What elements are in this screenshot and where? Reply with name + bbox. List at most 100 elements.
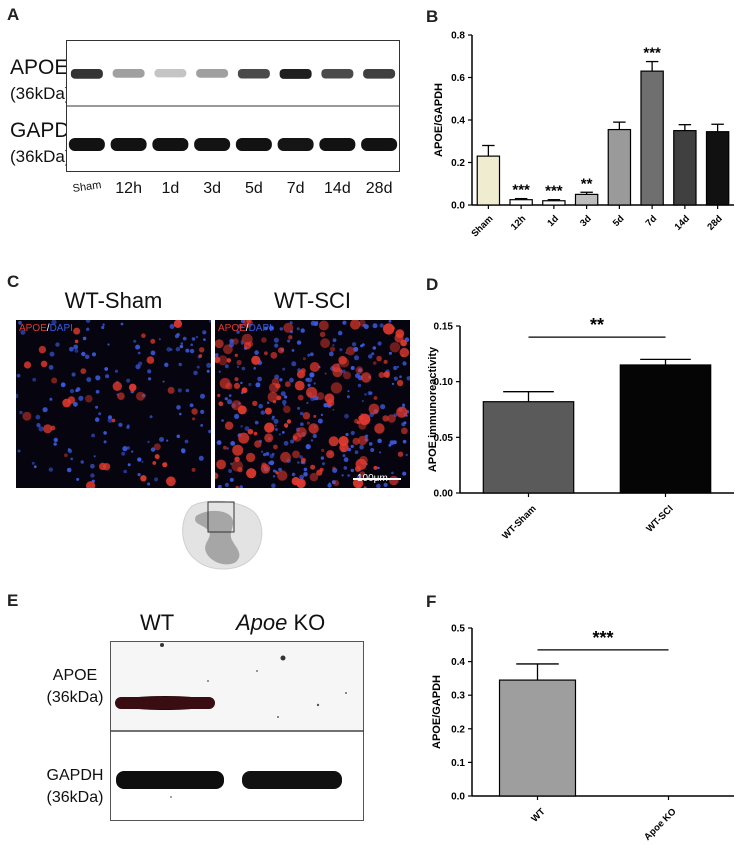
stain-dapi-sham: DAPI	[49, 323, 73, 334]
blot-e-gapdh-name: GAPDH	[46, 767, 104, 784]
y-tick-label: 0.00	[434, 489, 454, 500]
blot-a-gapdh-name: GAPDH	[10, 119, 85, 142]
spinal-cord-schematic-icon	[182, 500, 263, 570]
bar	[705, 131, 730, 206]
blot-e-wt-apoe-band-core	[115, 697, 215, 709]
significance-marker: ***	[592, 628, 613, 648]
y-axis-label: APOE/GAPDH	[433, 83, 445, 157]
blot-e-apoe-weight: (36kDa)	[46, 689, 104, 706]
x-tick-label: 7d	[644, 213, 660, 229]
y-tick-label: 0.8	[451, 31, 465, 42]
y-tick-label: 0.15	[434, 322, 454, 333]
blot-a-apoe-band	[112, 69, 145, 78]
y-tick-label: 0.2	[451, 724, 465, 735]
bar	[482, 401, 575, 494]
stain-sep-sci: /	[245, 323, 249, 334]
blot-a-lane-label: 12h	[115, 180, 142, 197]
blot-a-gapdh-band	[194, 138, 231, 151]
blot-e-apoe-name: APOE	[52, 667, 98, 684]
y-tick-label: 0.0	[451, 201, 465, 212]
stain-sep-sham: /	[46, 323, 50, 334]
blot-e-apoe-label: APOE (36kDa)	[40, 665, 110, 709]
blot-a-gapdh-band	[68, 138, 105, 151]
y-tick-label: 0.10	[434, 377, 454, 388]
stain-apoe-sci: APOE	[218, 323, 246, 334]
blot-e-ko-gapdh-band	[242, 771, 342, 789]
blot-e-col-wt: WT	[140, 610, 175, 635]
chart-d: D 0.00 0.05 0.10 0.15 APOE immunoreactivity W…	[426, 275, 734, 542]
blot-a-lane-label: 14d	[324, 180, 351, 197]
blot-a-lane-label: 1d	[161, 180, 180, 197]
blot-e-col-ko-rest: KO	[287, 610, 326, 635]
micrograph-title-sham: WT-Sham	[64, 288, 163, 313]
blot-a-apoe-label: APOE (36kDa)	[10, 55, 70, 107]
significance-marker: ***	[545, 183, 563, 200]
blot-a-apoe-weight: (36kDa)	[10, 84, 71, 103]
significance-marker: ***	[512, 182, 530, 199]
panel-letter-f: F	[426, 592, 436, 611]
blot-a-lane-label: Sham	[71, 179, 102, 195]
blot-a-gapdh-band	[277, 138, 314, 151]
panel-letter-a: A	[7, 5, 20, 24]
y-tick-label: 0.4	[451, 116, 465, 127]
micrograph-sci	[215, 320, 410, 488]
blot-a-gapdh-band	[152, 138, 189, 151]
blot-a-gapdh-band	[361, 138, 398, 151]
blot-a-apoe-band	[363, 69, 396, 79]
micrograph-title-sci: WT-SCI	[274, 288, 351, 313]
blot-a-apoe-name: APOE	[10, 56, 69, 79]
micrograph-sham	[16, 320, 211, 488]
blot-a-apoe-bands	[70, 69, 396, 79]
significance-marker: **	[581, 175, 593, 192]
blot-a-gapdh-band	[110, 138, 147, 151]
blot-a-lane-label: 28d	[365, 180, 393, 197]
bar	[574, 193, 599, 206]
panel-letter-e: E	[7, 591, 19, 610]
x-tick-label: WT-SCI	[644, 503, 675, 534]
x-tick-label: 3d	[578, 213, 594, 229]
y-tick-label: 0.05	[434, 433, 454, 444]
chart-b: B 0.00.20.40.60.8APOE/GAPDHSham***12h***…	[426, 7, 734, 239]
x-tick-label: 28d	[705, 213, 724, 232]
y-tick-label: 0.0	[451, 792, 465, 803]
blot-a-apoe-band	[279, 69, 312, 79]
x-tick-label: 1d	[545, 213, 561, 229]
blot-e-image	[110, 641, 364, 821]
bar	[619, 364, 712, 494]
blot-e-wt-gapdh-band	[116, 771, 224, 789]
panel-letter-d: D	[426, 275, 438, 294]
x-tick-label: 5d	[611, 213, 627, 229]
chart-f: F 0.0 0.1 0.2 0.3 0.4 0.5 APOE/GAPDH WT Apoe KO *…	[426, 592, 734, 843]
blot-a-lane-label: 7d	[286, 180, 305, 197]
blot-e-gapdh-weight: (36kDa)	[46, 789, 104, 806]
blot-a-lane-label: 5d	[244, 180, 263, 197]
blot-a-apoe-band	[154, 69, 187, 78]
bar	[607, 128, 632, 206]
y-tick-label: 0.3	[451, 691, 465, 702]
stain-apoe-sham: APOE	[19, 323, 47, 334]
blot-a-gapdh-label: GAPDH (36kDa)	[10, 118, 85, 170]
y-tick-label: 0.6	[451, 73, 465, 84]
panel-letter-b: B	[426, 7, 438, 26]
stain-label-sham: APOE/DAPI	[19, 323, 73, 334]
y-axis-label: APOE/GAPDH	[431, 675, 443, 749]
significance-marker: ***	[643, 45, 661, 62]
blot-e-col-ko: Apoe KO	[236, 610, 325, 636]
blot-a-gapdh-bands	[68, 138, 398, 151]
x-tick-label: Sham	[469, 213, 495, 239]
blot-a-lane-label: 3d	[203, 180, 222, 197]
y-tick-label: 0.2	[451, 158, 465, 169]
blot-e-col-ko-italic: Apoe	[236, 610, 288, 635]
stain-dapi-sci: DAPI	[248, 323, 272, 334]
x-tick-label: WT-Sham	[500, 503, 538, 541]
bar	[640, 70, 664, 206]
y-tick-label: 0.5	[451, 624, 465, 635]
significance-marker: **	[590, 315, 604, 335]
y-tick-label: 0.1	[451, 758, 465, 769]
blot-a-image	[66, 40, 400, 172]
scale-bar-label: 100μm	[357, 473, 388, 484]
y-tick-label: 0.4	[451, 657, 465, 668]
x-tick-label: WT	[529, 806, 547, 824]
blot-a-gapdh-band	[319, 138, 356, 151]
panel-letter-c: C	[7, 272, 20, 291]
